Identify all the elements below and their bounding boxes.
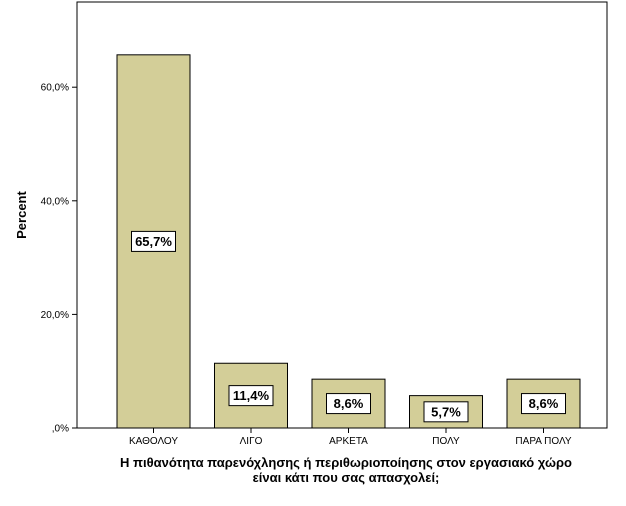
y-tick-label: ,0% (52, 424, 69, 435)
data-label-box (423, 401, 469, 423)
data-label-box (521, 393, 566, 415)
x-axis: ΚΑΘΟΛΟΥ ΛΙΓΟ ΑΡΚΕΤΑ ΠΟΛΥ ΠΑΡΑ ΠΟΛΥ (129, 428, 572, 447)
x-tick-label: ΠΟΛΥ (432, 436, 460, 447)
y-tick-label: 20,0% (41, 310, 69, 321)
data-label: 65,7% (135, 234, 172, 249)
x-axis-title-line-2: είναι κάτι που σας απασχολεί; (253, 470, 440, 485)
x-axis-title-line-1: Η πιθανότητα παρενόχλησης ή περιθωριοποί… (120, 455, 572, 470)
data-label-box (326, 393, 371, 415)
x-tick-label: ΛΙΓΟ (240, 436, 263, 447)
x-tick-label: ΚΑΘΟΛΟΥ (129, 436, 178, 447)
data-label: 11,4% (233, 388, 270, 403)
data-label-box (131, 230, 176, 252)
data-label: 8,6% (334, 396, 364, 411)
data-label: 8,6% (529, 396, 559, 411)
x-tick-label: ΠΑΡΑ ΠΟΛΥ (515, 436, 571, 447)
x-tick-label: ΑΡΚΕΤΑ (329, 436, 368, 447)
y-axis: ,0% 20,0% 40,0% 60,0% (41, 83, 77, 435)
y-tick-label: 40,0% (41, 196, 69, 207)
y-tick-label: 60,0% (41, 83, 69, 94)
data-label-box (228, 385, 274, 407)
y-axis-title: Percent (14, 190, 29, 238)
data-label: 5,7% (431, 404, 461, 419)
